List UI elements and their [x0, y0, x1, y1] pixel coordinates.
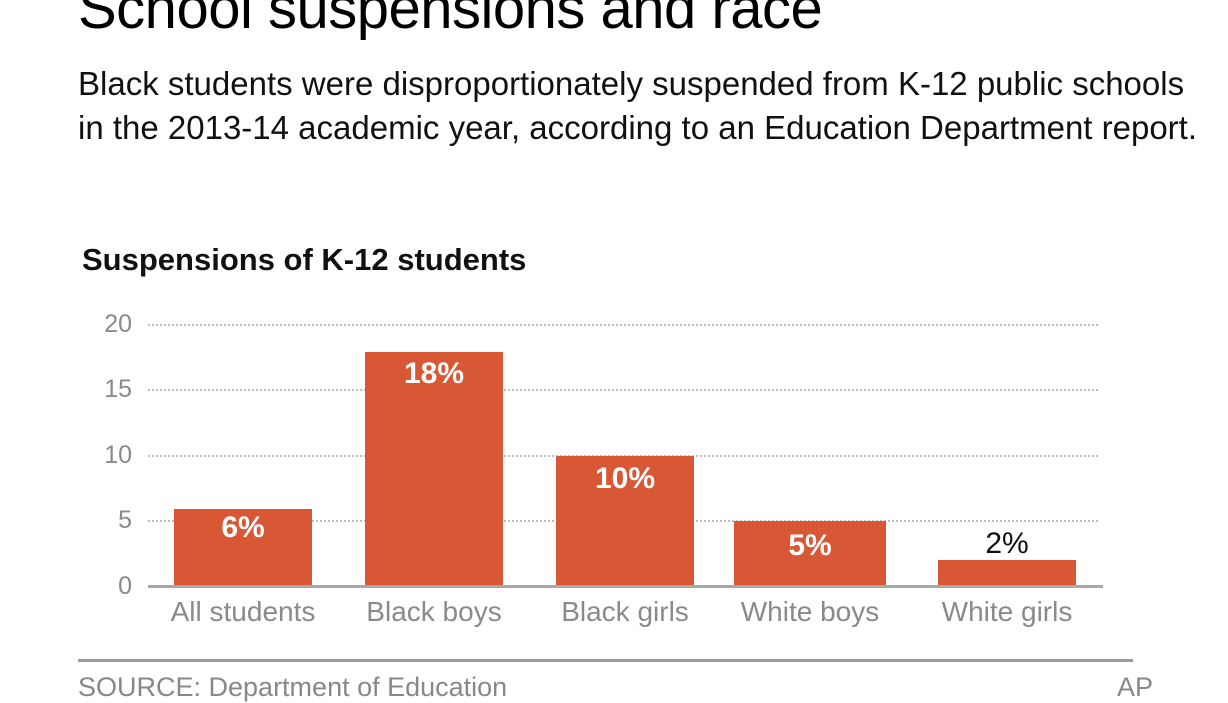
bar-black-boys: [365, 352, 503, 586]
x-category-label: All students: [170, 596, 316, 627]
bar-value-label: 10%: [594, 462, 656, 495]
x-category-label: Black girls: [561, 596, 689, 627]
bar-value-label: 5%: [788, 529, 832, 562]
bar-black-girls: [556, 456, 694, 586]
x-axis-baseline: [148, 585, 1103, 588]
y-tick-label: 0: [118, 572, 132, 600]
x-category-label: White boys: [740, 596, 880, 627]
source-note: SOURCE: Department of Education: [78, 672, 508, 702]
bar-white-boys: [734, 521, 886, 586]
gridline: [148, 324, 1098, 326]
x-category-label: Black boys: [366, 596, 502, 627]
chart-title: Suspensions of K-12 students: [82, 242, 527, 277]
chart-headline: School suspensions and race: [78, 0, 823, 41]
bar-all-students: [174, 509, 312, 586]
chart-subtitle: Black students were disproportionately s…: [78, 65, 1198, 146]
bar-value-label: 2%: [985, 527, 1029, 560]
footer-divider: [78, 659, 1133, 662]
gridline: [148, 389, 1098, 391]
y-tick-label: 5: [118, 506, 132, 534]
credit-label: AP: [1117, 672, 1154, 702]
x-category-label: White girls: [941, 596, 1073, 627]
y-tick-label: 15: [104, 375, 132, 403]
y-tick-label: 20: [104, 310, 132, 338]
bar-value-label: 6%: [221, 511, 265, 544]
y-tick-label: 10: [104, 441, 132, 469]
bar-value-label: 18%: [403, 357, 465, 390]
bar-white-girls: [938, 560, 1076, 586]
